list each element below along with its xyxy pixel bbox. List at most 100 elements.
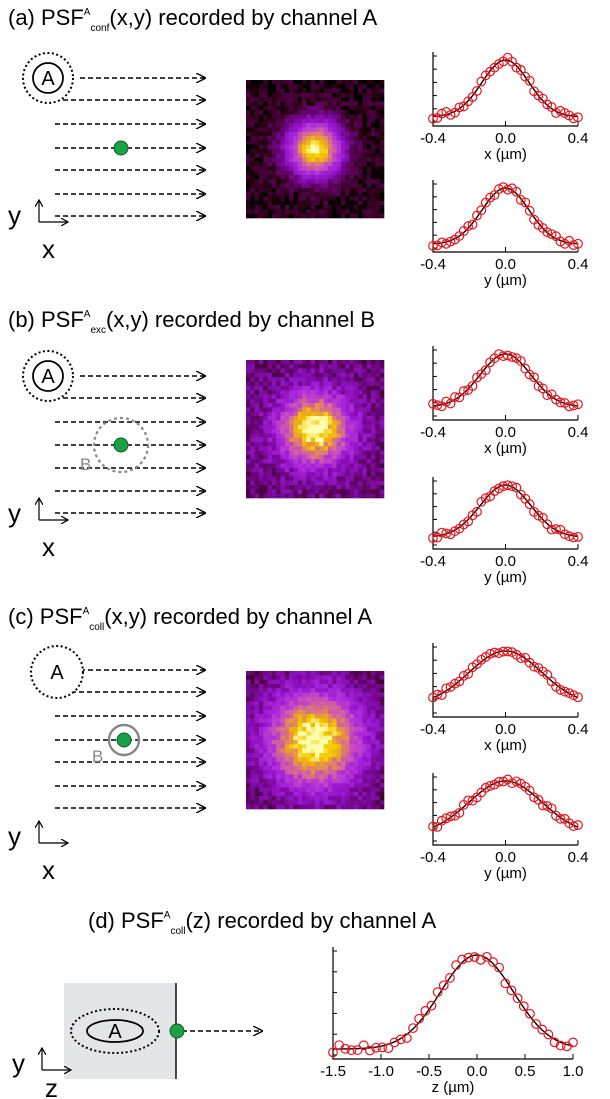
data-point	[518, 1001, 529, 1012]
profile-plot-d-z: -1.5 -1.0 -0.5 0.0 0.5 1.0 z (µm)	[320, 947, 583, 1096]
data-point	[377, 1042, 388, 1053]
coordinate-axes: y x	[8, 498, 68, 562]
data-point	[428, 241, 438, 251]
data-point	[555, 684, 566, 695]
data-point	[549, 1037, 560, 1048]
tick-label: 0.0	[495, 256, 516, 273]
data-point	[467, 381, 478, 391]
data-point	[426, 1000, 437, 1011]
data-point	[524, 205, 535, 216]
data-point	[537, 383, 548, 394]
data-point	[472, 86, 482, 96]
fit-curve	[432, 59, 579, 118]
scan-lines	[55, 376, 205, 513]
data-point	[512, 993, 523, 1004]
profile-plot-a-y: -0.4 0.0 0.4 y (µm)	[420, 180, 588, 289]
tick-label: 0.4	[568, 256, 589, 273]
panel-b: (b) PSFAexc(x,y) recorded by channel B A…	[8, 307, 588, 586]
tick-label: 0.4	[568, 721, 589, 738]
data-point	[502, 646, 513, 657]
data-point	[428, 533, 438, 543]
psf-image-a	[246, 80, 385, 219]
data-point	[451, 960, 461, 971]
tick-label: 0.0	[495, 424, 516, 441]
data-point	[346, 1045, 357, 1056]
y-axis-label: y	[8, 821, 21, 851]
focus-a-label: A	[50, 662, 64, 684]
profile-plot-b-y-axes	[432, 477, 578, 550]
data-point	[472, 210, 482, 221]
data-point	[441, 528, 452, 539]
x-axis-label: x	[42, 234, 55, 264]
data-point	[564, 688, 575, 698]
data-point	[502, 480, 513, 491]
x-axis-label: x	[42, 855, 55, 885]
profile-plot-b-x: -0.4 0.0 0.4 x (µm)	[420, 346, 588, 457]
data-point	[507, 352, 517, 362]
data-point	[524, 499, 535, 510]
coordinate-axes: y x	[8, 200, 68, 264]
data-point	[531, 1019, 541, 1029]
profile-plot-d-z-axes	[332, 947, 573, 1060]
data-point	[458, 670, 469, 681]
data-point	[480, 782, 491, 793]
data-point	[438, 980, 449, 991]
focus-a: A	[22, 52, 74, 104]
axis-label: x (µm)	[484, 146, 527, 163]
focus-a-label: A	[108, 1021, 122, 1043]
profile-plot-c-y: -0.4 0.0 0.4 y (µm)	[420, 773, 588, 882]
axis-label: y (µm)	[484, 272, 527, 289]
data-point	[511, 482, 522, 493]
data-point	[573, 820, 583, 830]
axis-label: y (µm)	[484, 569, 527, 586]
data-point	[542, 390, 553, 401]
focus-b-label: B	[92, 747, 103, 766]
focus-a-label: A	[41, 366, 55, 388]
data-point	[555, 397, 566, 408]
data-point	[457, 954, 468, 965]
tick-label: -1.0	[368, 1063, 394, 1080]
data-point	[454, 102, 465, 113]
panel-a: (a) PSFAconf(x,y) recorded by channel A …	[8, 5, 588, 289]
data-point	[365, 1045, 375, 1056]
tick-label: 0.0	[495, 721, 516, 738]
data-point	[506, 985, 517, 996]
data-point	[428, 113, 438, 124]
data-point	[441, 396, 452, 407]
data-point	[463, 952, 474, 963]
data-point	[559, 686, 570, 697]
data-point	[428, 821, 438, 832]
data-point	[568, 821, 579, 832]
coordinate-axes: y z	[12, 1048, 71, 1099]
data-point	[467, 219, 478, 230]
data-point	[480, 493, 491, 504]
profile-plot-a-x: -0.4 0.0 0.4 x (µm)	[420, 52, 588, 163]
data-point	[502, 350, 513, 361]
data-point	[476, 205, 487, 216]
fit-curve	[432, 484, 579, 538]
z-axis-label: z	[45, 1073, 58, 1099]
axis-label: x (µm)	[484, 440, 527, 457]
data-point	[463, 221, 474, 231]
tick-label: -0.4	[420, 256, 446, 273]
data-point	[340, 1043, 351, 1054]
data-point	[383, 1043, 394, 1054]
tick-label: -0.4	[420, 130, 446, 147]
data-point	[524, 785, 535, 796]
panel-d-sample-diagram: A y z	[12, 983, 262, 1099]
data-point	[420, 1005, 431, 1016]
data-point	[414, 1013, 425, 1024]
panel-a-title: (a) PSFAconf(x,y) recorded by channel A	[8, 5, 378, 34]
data-point	[524, 75, 535, 86]
data-point	[475, 954, 486, 965]
data-point	[564, 401, 575, 412]
data-point	[445, 973, 455, 983]
tick-label: -0.4	[420, 849, 446, 866]
data-point	[401, 1033, 412, 1043]
data-point	[428, 398, 438, 409]
data-point	[573, 531, 583, 542]
data-point	[436, 690, 447, 701]
y-axis-label: y	[8, 200, 21, 230]
tick-label: -1.5	[320, 1063, 346, 1080]
